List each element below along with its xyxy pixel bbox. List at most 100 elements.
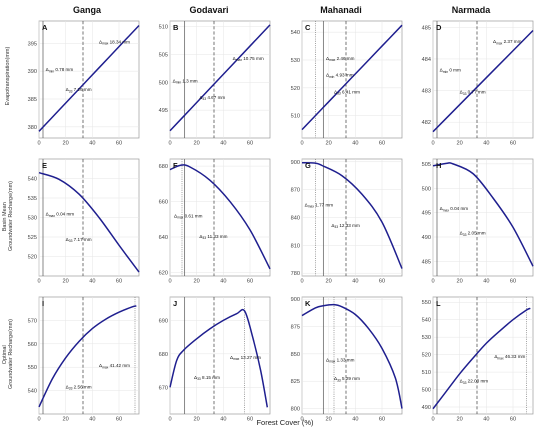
panel-i-x-tick-label: 0 <box>37 417 40 423</box>
panel-f-x-tick-label: 60 <box>247 279 253 285</box>
panel-h-annotation-max: Δmax 0.04 mm <box>440 206 469 212</box>
panel-l-y-tick-label: 550 <box>422 300 431 306</box>
panel-g-y-tick-label: 780 <box>291 271 300 277</box>
panel-b-annotation-min: Δmin 1.3 mm <box>173 78 198 84</box>
panel-l-y-tick-label: 500 <box>422 388 431 394</box>
panel-b-x-tick-label: 60 <box>247 141 253 147</box>
panel-h-annotation-33: Δ33 2.05 mm <box>460 231 486 237</box>
panel-b-letter: B <box>173 23 179 32</box>
row-title-basin-line2: Groundwater Recharge(mm) <box>8 181 14 251</box>
panel-a-y-tick-label: 385 <box>28 97 37 103</box>
panel-d-annotation-min: Δmin 0 mm <box>440 68 461 74</box>
panel-a: 0 20 40 60 380 385 390 395 A Δmax 18.34 mm Δmin 0.… <box>28 20 140 147</box>
panel-f-y-tick-label: 680 <box>159 164 168 170</box>
panel-c-letter: C <box>305 23 311 32</box>
panel-j-x-tick-label: 40 <box>220 417 226 423</box>
panel-b-annotation-max: Δmax 10.75 mm <box>233 56 264 62</box>
panel-e-y-tick-label: 520 <box>28 255 37 261</box>
row-title-evapotranspiration: Evapotranspiration(mm) <box>5 46 11 105</box>
panel-i-y-tick-label: 560 <box>28 342 37 348</box>
panel-l-y-tick-label: 540 <box>422 318 431 324</box>
panel-g-y-tick-label: 900 <box>291 160 300 166</box>
panel-a-x-tick-label: 40 <box>89 141 95 147</box>
panel-c-x-tick-label: 20 <box>326 141 332 147</box>
panel-j-annotation-max: Δmax 13.27 mm <box>230 355 261 361</box>
panel-e-y-tick-label: 530 <box>28 216 37 222</box>
panel-f-annotation-max: Δmax 0.61 mm <box>174 214 203 220</box>
panel-h-y-tick-label: 490 <box>422 235 431 241</box>
panel-j-frame <box>169 296 271 415</box>
panel-l-series-line <box>432 307 531 410</box>
panel-j-y-tick-label: 680 <box>159 352 168 358</box>
panel-g-y-tick-label: 870 <box>291 188 300 194</box>
panel-f-y-tick-label: 620 <box>159 270 168 276</box>
panel-d-x-tick-label: 0 <box>431 141 434 147</box>
panel-h-x-tick-label: 40 <box>483 279 489 285</box>
panel-a-annotation-min: Δmin 0.78 mm <box>46 67 74 73</box>
panel-b-x-tick-label: 20 <box>194 141 200 147</box>
panel-d-y-tick-label: 485 <box>422 25 431 31</box>
panel-a-x-tick-label: 60 <box>116 141 122 147</box>
panel-g-x-tick-label: 40 <box>352 279 358 285</box>
panel-g-letter: G <box>305 161 311 170</box>
column-title-narmada: Narmada <box>452 5 492 15</box>
panel-j-x-tick-label: 60 <box>247 417 253 423</box>
panel-h-y-tick-label: 485 <box>422 259 431 265</box>
panel-i: 0 20 40 60 540 550 560 570 I Δmax 41.42 mm Δ33 2.5… <box>28 296 140 423</box>
panel-b-series-line <box>169 24 271 132</box>
panel-k-annotation-max: Δmax 1.33 mm <box>326 358 355 364</box>
panel-b-y-tick-label: 510 <box>159 25 168 31</box>
panel-b-frame <box>169 20 271 139</box>
x-axis-title: Forest Cover (%) <box>256 418 314 427</box>
panel-k-frame <box>301 296 403 415</box>
panel-h-frame <box>432 158 534 277</box>
panel-l-x-tick-label: 20 <box>457 417 463 423</box>
panel-f-x-tick-label: 40 <box>220 279 226 285</box>
panel-g-y-tick-label: 810 <box>291 243 300 249</box>
panel-f-frame <box>169 158 271 277</box>
panel-d-frame <box>432 20 534 139</box>
panel-a-y-tick-label: 390 <box>28 69 37 75</box>
panel-d-x-tick-label: 60 <box>510 141 516 147</box>
panel-f-y-tick-label: 640 <box>159 235 168 241</box>
panel-i-series-line <box>38 305 137 408</box>
panel-i-x-tick-label: 40 <box>89 417 95 423</box>
panel-g-annotation-max: Δmax 1.77 mm <box>305 202 334 208</box>
panel-a-frame <box>38 20 140 139</box>
panel-l-y-tick-label: 490 <box>422 405 431 411</box>
panel-c-annotation-33: Δ33 6.41 mm <box>334 89 360 95</box>
panel-j-letter: J <box>173 299 177 308</box>
row-title-optimal-line2: Groundwater Recharge(mm) <box>8 319 14 389</box>
panel-f-y-tick-label: 660 <box>159 200 168 206</box>
panel-i-annotation-max: Δmax 41.42 mm <box>99 363 130 369</box>
panel-c-y-tick-label: 540 <box>291 30 300 36</box>
row-title-basin-mean: Basin Mean Groundwater Recharge(mm) <box>2 181 14 251</box>
panel-c: 0 20 40 60 510 520 530 540 C Δmax 2.46 mm Δmin 4.9… <box>291 20 403 147</box>
panel-k-x-tick-label: 0 <box>300 417 303 423</box>
panel-c-y-tick-label: 510 <box>291 114 300 120</box>
panel-f: 0 20 40 60 620 640 660 680 F Δmax 0.61 mm Δ33 11.3… <box>159 158 271 285</box>
panel-f-x-tick-label: 0 <box>168 279 171 285</box>
panel-l-letter: L <box>436 299 441 308</box>
panel-e-annotation-33: Δ33 7.17 mm <box>66 237 92 243</box>
panel-k-annotation-33: Δ33 5.29 mm <box>334 376 360 382</box>
panel-e-series-line <box>38 171 140 273</box>
panel-l: 0 20 40 60 490 500 510 520 530 540 550 L Δmax 46.33 … <box>422 296 534 423</box>
panel-b-y-tick-label: 500 <box>159 80 168 86</box>
panel-i-y-tick-label: 550 <box>28 365 37 371</box>
panel-l-y-tick-label: 510 <box>422 370 431 376</box>
panel-c-annotation-min: Δmin 4.93 mm <box>326 73 354 79</box>
row-title-optimal-line1: Optimal <box>2 345 8 364</box>
panel-c-y-tick-label: 530 <box>291 58 300 64</box>
panel-j-x-tick-label: 20 <box>194 417 200 423</box>
panel-d-y-tick-label: 482 <box>422 120 431 126</box>
panel-l-annotation-max: Δmax 46.33 mm <box>494 354 525 360</box>
panel-d-annotation-33: Δ33 0.77 mm <box>460 90 486 96</box>
figure-headers: Ganga Godavari Mahanadi Narmada Evapotra… <box>2 5 491 427</box>
panel-k-y-tick-label: 825 <box>291 379 300 385</box>
panel-l-x-tick-label: 40 <box>483 417 489 423</box>
panel-l-y-tick-label: 530 <box>422 335 431 341</box>
panel-k-x-tick-label: 40 <box>352 417 358 423</box>
panel-c-frame <box>301 20 403 139</box>
panel-k-series-line <box>301 303 403 409</box>
